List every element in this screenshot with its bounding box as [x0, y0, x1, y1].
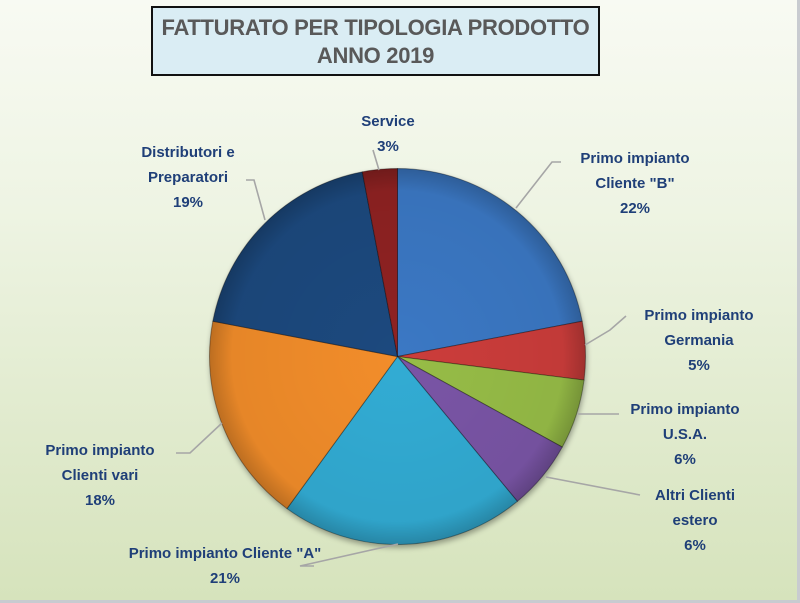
label-service: Service 3%	[361, 113, 415, 155]
label-altri-clienti: Altri Clienti estero 6%	[654, 487, 735, 554]
pie-slices	[209, 167, 586, 545]
chart-title-line2: ANNO 2019	[316, 43, 435, 68]
label-cliente-b: Primo impianto Cliente "B" 22%	[580, 150, 690, 217]
leader-line-service	[372, 149, 380, 171]
chart-title: FATTURATO PER TIPOLOGIA PRODOTTO ANNO 20…	[151, 6, 600, 76]
leader-line-clienti-vari	[176, 422, 223, 454]
label-clienti-vari: Primo impianto Clienti vari 18%	[45, 442, 155, 509]
leader-line-cliente-b	[515, 161, 561, 209]
label-germania: Primo impianto Germania 5%	[644, 307, 754, 374]
leader-line-altri-clienti	[545, 476, 641, 496]
label-distributori: Distributori e Preparatori 19%	[141, 144, 235, 211]
label-cliente-a: Primo impianto Cliente "A" 21%	[128, 545, 322, 587]
leader-line-cliente-a	[299, 543, 399, 567]
leader-lines	[176, 149, 641, 567]
leader-line-distributori	[246, 179, 266, 221]
label-usa: Primo impianto U.S.A. 6%	[630, 401, 740, 468]
chart-title-line1: FATTURATO PER TIPOLOGIA PRODOTTO	[161, 15, 590, 40]
leader-line-germania	[584, 315, 627, 346]
